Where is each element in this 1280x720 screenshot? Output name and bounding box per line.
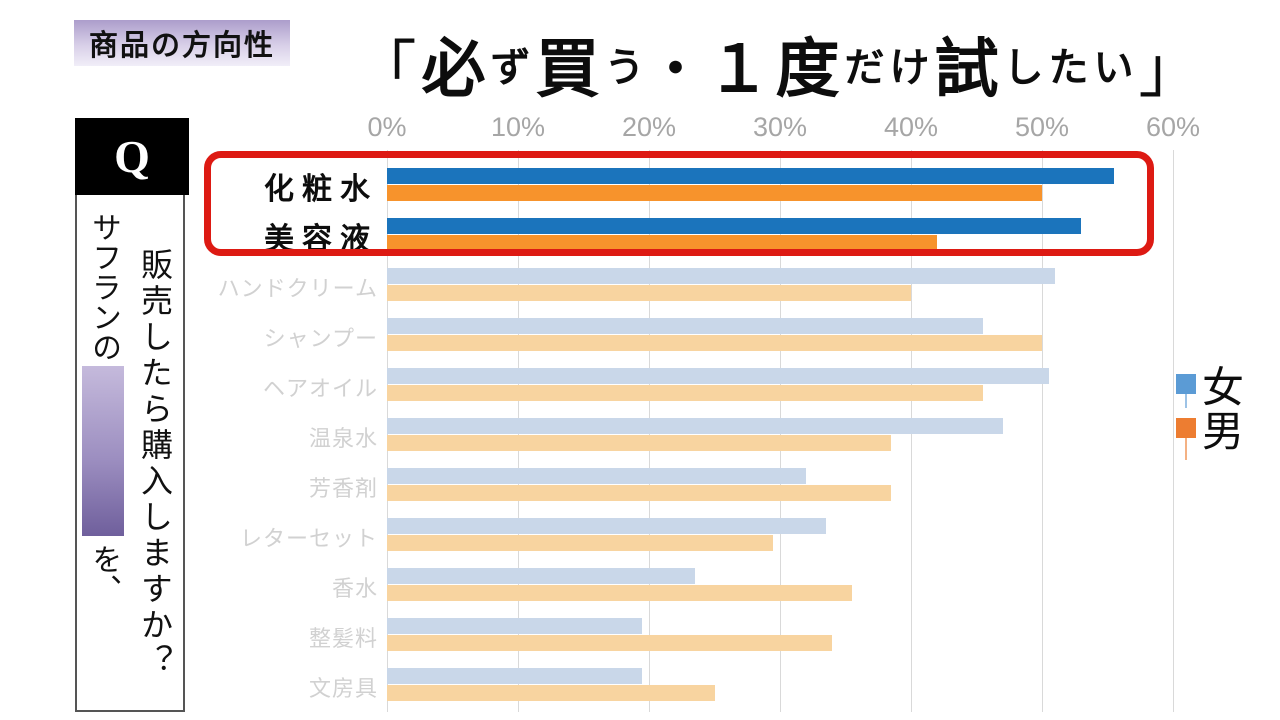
question-panel: Q サフランのを、 販売したら購入しますか？ <box>75 118 189 712</box>
category-label: 化粧水 <box>264 173 378 206</box>
bar-女-温泉水 <box>387 418 1003 434</box>
category-label: 芳香剤 <box>308 476 378 501</box>
bar-女-文房具 <box>387 668 643 684</box>
question-line-1: サフランのを、 <box>81 212 125 604</box>
legend-item-女: 女 <box>1176 366 1244 410</box>
x-tick-label: 60% <box>1145 112 1201 142</box>
title-segment: 買 <box>535 33 605 105</box>
bar-女-美容液 <box>387 218 1082 234</box>
bar-男-美容液 <box>387 235 938 251</box>
x-tick-label: 40% <box>883 112 939 142</box>
bar-男-ヘアオイル <box>387 385 984 401</box>
title-segment: 必 <box>421 33 491 105</box>
title-segment: う <box>604 46 650 90</box>
chart-legend: 女男 <box>1176 366 1245 460</box>
title-segment: １度 <box>706 33 845 105</box>
slide-tag: 商品の方向性 <box>74 20 290 66</box>
bar-男-ハンドクリーム <box>387 285 911 301</box>
slide-tag-label: 商品の方向性 <box>88 30 275 62</box>
bar-女-化粧水 <box>387 168 1115 184</box>
legend-stem-icon <box>1185 438 1187 460</box>
censored-word-box <box>82 366 124 536</box>
title-segment: 試 <box>934 33 1004 105</box>
question-line-2: 販売したら購入しますか？ <box>137 248 173 680</box>
category-label: ハンドクリーム <box>217 276 378 301</box>
title-segment: 」 <box>1138 36 1206 105</box>
legend-item-男: 男 <box>1176 408 1245 460</box>
legend-stem-icon <box>1185 394 1187 408</box>
category-label: ヘアオイル <box>262 376 378 401</box>
slide-title: 「必ず買う・ １度 だけ試したい」 <box>330 18 1230 110</box>
bar-女-レターセット <box>387 518 826 534</box>
bar-女-ハンドクリーム <box>387 268 1056 284</box>
legend-swatch-icon <box>1176 418 1196 460</box>
title-segment: ・ <box>649 40 707 99</box>
bar-男-化粧水 <box>387 185 1042 201</box>
bar-女-芳香剤 <box>387 468 807 484</box>
x-tick-label: 0% <box>367 112 407 142</box>
category-label: 香水 <box>331 576 378 601</box>
category-label: 整髪料 <box>308 626 378 651</box>
bar-男-香水 <box>387 585 853 601</box>
legend-label: 男 <box>1202 408 1245 455</box>
category-label: シャンプー <box>263 326 378 351</box>
category-label: レターセット <box>239 526 378 551</box>
bar-男-芳香剤 <box>387 485 892 501</box>
bar-男-文房具 <box>387 685 715 701</box>
bar-女-ヘアオイル <box>387 368 1049 384</box>
category-label: 温泉水 <box>308 426 378 451</box>
legend-label: 女 <box>1202 364 1245 411</box>
title-segment: 「 <box>354 36 422 105</box>
bar-男-整髪料 <box>387 635 833 651</box>
category-label: 文房具 <box>308 676 378 701</box>
bar-男-シャンプー <box>387 335 1042 351</box>
bar-女-香水 <box>387 568 695 584</box>
x-tick-label: 20% <box>621 112 677 142</box>
x-tick-label: 10% <box>490 112 546 142</box>
title-segment: だけ <box>844 46 935 90</box>
x-tick-label: 50% <box>1014 112 1070 142</box>
x-tick-label: 30% <box>752 112 808 142</box>
plot-area <box>387 150 1174 712</box>
category-label: 美容液 <box>264 223 378 256</box>
title-segment: したい <box>1003 46 1139 90</box>
question-line-1-start: サフランの <box>87 212 120 362</box>
q-header-label: Q <box>114 131 150 182</box>
gridline <box>1173 150 1174 712</box>
title-segment: ず <box>490 46 536 90</box>
legend-swatch-icon <box>1176 374 1196 408</box>
bar-男-レターセット <box>387 535 774 551</box>
question-line-1-end: を、 <box>87 544 120 604</box>
bar-女-シャンプー <box>387 318 984 334</box>
gridline <box>1042 150 1043 712</box>
bar-男-温泉水 <box>387 435 892 451</box>
bar-女-整髪料 <box>387 618 643 634</box>
q-header: Q <box>75 118 189 195</box>
